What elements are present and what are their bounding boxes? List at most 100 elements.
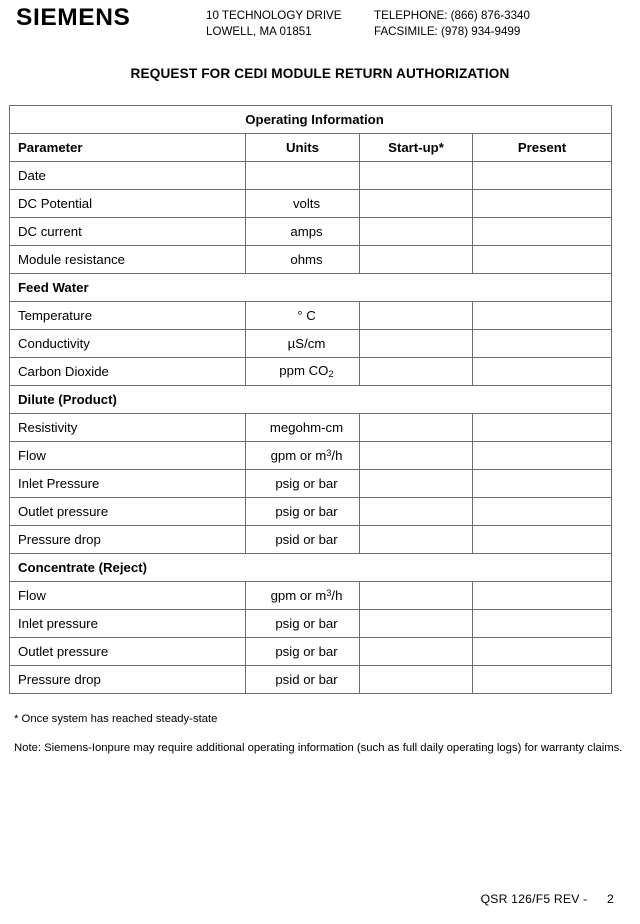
startup-value-field[interactable] [359, 581, 473, 610]
parameter-label: Outlet pressure [9, 637, 246, 666]
startup-value-field[interactable] [359, 357, 473, 386]
startup-value-field[interactable] [359, 525, 473, 554]
section-heading-dilute-product: Dilute (Product) [8, 385, 613, 414]
units-label: psid or bar [245, 665, 360, 694]
units-label: volts [245, 189, 360, 218]
table-section-header-row: Concentrate (Reject) [8, 553, 613, 582]
present-value-field[interactable] [471, 217, 613, 246]
table-row: Temperature ° C [9, 301, 613, 330]
present-value-field[interactable] [471, 469, 613, 498]
startup-value-field[interactable] [359, 217, 473, 246]
column-header-present: Present [471, 133, 613, 162]
units-label: µS/cm [245, 329, 360, 358]
units-label: psig or bar [245, 637, 360, 666]
contact-info: 10 TECHNOLOGY DRIVE LOWELL, MA 01851 TEL… [206, 4, 564, 39]
document-header: SIEMENS 10 TECHNOLOGY DRIVE LOWELL, MA 0… [0, 0, 640, 39]
contact-address-column: 10 TECHNOLOGY DRIVE LOWELL, MA 01851 [206, 8, 374, 39]
startup-value-field[interactable] [359, 609, 473, 638]
table-row: DC Potential volts [9, 189, 613, 218]
facsimile-line: FACSIMILE: (978) 934-9499 [374, 24, 521, 38]
parameter-label: Inlet pressure [9, 609, 246, 638]
startup-value-field[interactable] [359, 329, 473, 358]
units-label: ohms [245, 245, 360, 274]
telephone-line: TELEPHONE: (866) 876-3340 [374, 9, 530, 22]
notes-block: * Once system has reached steady-state N… [14, 712, 626, 756]
document-footer: QSR 126/F5 REV - 2 [0, 892, 640, 906]
column-header-parameter: Parameter [9, 133, 246, 162]
address-line-2: LOWELL, MA 01851 [206, 24, 312, 38]
table-row: DC current amps [9, 217, 613, 246]
footer-revision-code: QSR 126/F5 REV - [480, 892, 588, 906]
startup-value-field[interactable] [359, 245, 473, 274]
present-value-field[interactable] [471, 161, 613, 190]
startup-value-field[interactable] [359, 301, 473, 330]
present-value-field[interactable] [471, 413, 613, 442]
present-value-field[interactable] [471, 329, 613, 358]
present-value-field[interactable] [471, 665, 613, 694]
note-warranty-claims: Note: Siemens-Ionpure may require additi… [14, 742, 623, 754]
units-label: megohm-cm [245, 413, 360, 442]
units-label: psig or bar [245, 609, 360, 638]
present-value-field[interactable] [471, 525, 613, 554]
startup-value-field[interactable] [359, 665, 473, 694]
units-label: psig or bar [245, 469, 360, 498]
table-row: Resistivity megohm-cm [9, 413, 613, 442]
page-title: REQUEST FOR CEDI MODULE RETURN AUTHORIZA… [130, 66, 510, 81]
startup-value-field[interactable] [359, 637, 473, 666]
parameter-label: Conductivity [9, 329, 246, 358]
units-label: gpm or m3/h [245, 581, 360, 610]
table-column-header-row: Parameter Units Start-up* Present [9, 133, 613, 162]
startup-value-field[interactable] [359, 441, 473, 470]
parameter-label: Flow [9, 581, 246, 610]
present-value-field[interactable] [471, 441, 613, 470]
column-header-start-up: Start-up* [359, 133, 473, 162]
startup-value-field[interactable] [359, 161, 473, 190]
table-section-header-row: Dilute (Product) [8, 385, 613, 414]
present-value-field[interactable] [471, 189, 613, 218]
startup-value-field[interactable] [359, 497, 473, 526]
table-banner-title: Operating Information [8, 105, 613, 134]
section-heading-feed-water: Feed Water [8, 273, 613, 302]
table-row: Carbon Dioxide ppm CO2 [9, 357, 613, 386]
footer-page-number: 2 [607, 892, 614, 906]
table-banner-row: Operating Information [8, 105, 613, 134]
table-row: Flow gpm or m3/h [9, 441, 613, 470]
parameter-label: Pressure drop [9, 665, 246, 694]
startup-value-field[interactable] [359, 469, 473, 498]
footnote-steady-state: * Once system has reached steady-state [14, 713, 218, 725]
units-label: psid or bar [245, 525, 360, 554]
present-value-field[interactable] [471, 301, 613, 330]
units-label: psig or bar [245, 497, 360, 526]
section-heading-concentrate-reject: Concentrate (Reject) [8, 553, 613, 582]
table-row: Outlet pressure psig or bar [9, 497, 613, 526]
table-row: Inlet pressure psig or bar [9, 609, 613, 638]
units-label: ° C [245, 301, 360, 330]
table-row: Pressure drop psid or bar [9, 665, 613, 694]
parameter-label: Module resistance [9, 245, 246, 274]
parameter-label: Flow [9, 441, 246, 470]
units-label: amps [245, 217, 360, 246]
table-row: Date [9, 161, 613, 190]
parameter-label: DC Potential [9, 189, 246, 218]
table-row: Flow gpm or m3/h [9, 581, 613, 610]
present-value-field[interactable] [471, 245, 613, 274]
parameter-label: Inlet Pressure [9, 469, 246, 498]
table-row: Module resistance ohms [9, 245, 613, 274]
parameter-label: Outlet pressure [9, 497, 246, 526]
parameter-label: Pressure drop [9, 525, 246, 554]
units-label [245, 161, 360, 190]
table-body: Operating Information Parameter Units Start… [8, 105, 613, 694]
operating-information-table: Operating Information Parameter Units Start… [8, 105, 613, 694]
present-value-field[interactable] [471, 609, 613, 638]
present-value-field[interactable] [471, 637, 613, 666]
present-value-field[interactable] [471, 581, 613, 610]
parameter-label: DC current [9, 217, 246, 246]
address-line-1: 10 TECHNOLOGY DRIVE [206, 9, 342, 22]
units-label: ppm CO2 [245, 357, 360, 386]
startup-value-field[interactable] [359, 189, 473, 218]
startup-value-field[interactable] [359, 413, 473, 442]
present-value-field[interactable] [471, 497, 613, 526]
present-value-field[interactable] [471, 357, 613, 386]
table-section-header-row: Feed Water [8, 273, 613, 302]
table-row: Inlet Pressure psig or bar [9, 469, 613, 498]
